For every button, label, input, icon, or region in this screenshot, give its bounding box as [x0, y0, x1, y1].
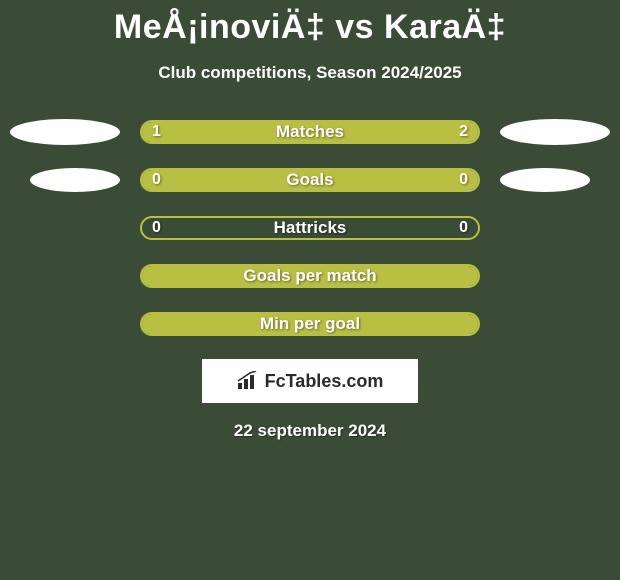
player-left-avatar	[30, 168, 120, 192]
stat-row-matches: 1 Matches 2	[0, 119, 620, 145]
bar-fill-full	[142, 170, 478, 190]
stat-bar-goals: 0 Goals 0	[140, 168, 480, 192]
branding-logo[interactable]: FcTables.com	[202, 359, 418, 403]
stat-row-goals: 0 Goals 0	[0, 167, 620, 193]
stat-bar-mpg: Min per goal	[140, 312, 480, 336]
player-right-avatar	[500, 119, 610, 145]
stat-value-left: 1	[152, 123, 161, 141]
stat-label: Hattricks	[142, 218, 478, 238]
bar-fill-full	[142, 314, 478, 334]
stat-bar-gpm: Goals per match	[140, 264, 480, 288]
widget-root: MeÅ¡inoviÄ‡ vs KaraÄ‡ Club competitions,…	[0, 0, 620, 580]
footer-date: 22 september 2024	[0, 421, 620, 441]
stat-value-right: 0	[459, 219, 468, 237]
page-title: MeÅ¡inoviÄ‡ vs KaraÄ‡	[0, 0, 620, 47]
stat-row-hattricks: 0 Hattricks 0	[0, 215, 620, 241]
stat-value-left: 0	[152, 219, 161, 237]
page-subtitle: Club competitions, Season 2024/2025	[0, 63, 620, 83]
chart-icon	[237, 371, 259, 391]
branding-text: FcTables.com	[265, 371, 384, 392]
bar-fill-full	[142, 266, 478, 286]
stat-bar-hattricks: 0 Hattricks 0	[140, 216, 480, 240]
stat-row-mpg: Min per goal	[0, 311, 620, 337]
stat-value-right: 0	[459, 171, 468, 189]
bar-fill-right	[253, 122, 478, 142]
stat-row-gpm: Goals per match	[0, 263, 620, 289]
stats-rows: 1 Matches 2 0 Goals 0 0 Hattricks 0	[0, 119, 620, 337]
player-right-avatar	[500, 168, 590, 192]
stat-value-right: 2	[459, 123, 468, 141]
stat-bar-matches: 1 Matches 2	[140, 120, 480, 144]
stat-value-left: 0	[152, 171, 161, 189]
player-left-avatar	[10, 119, 120, 145]
